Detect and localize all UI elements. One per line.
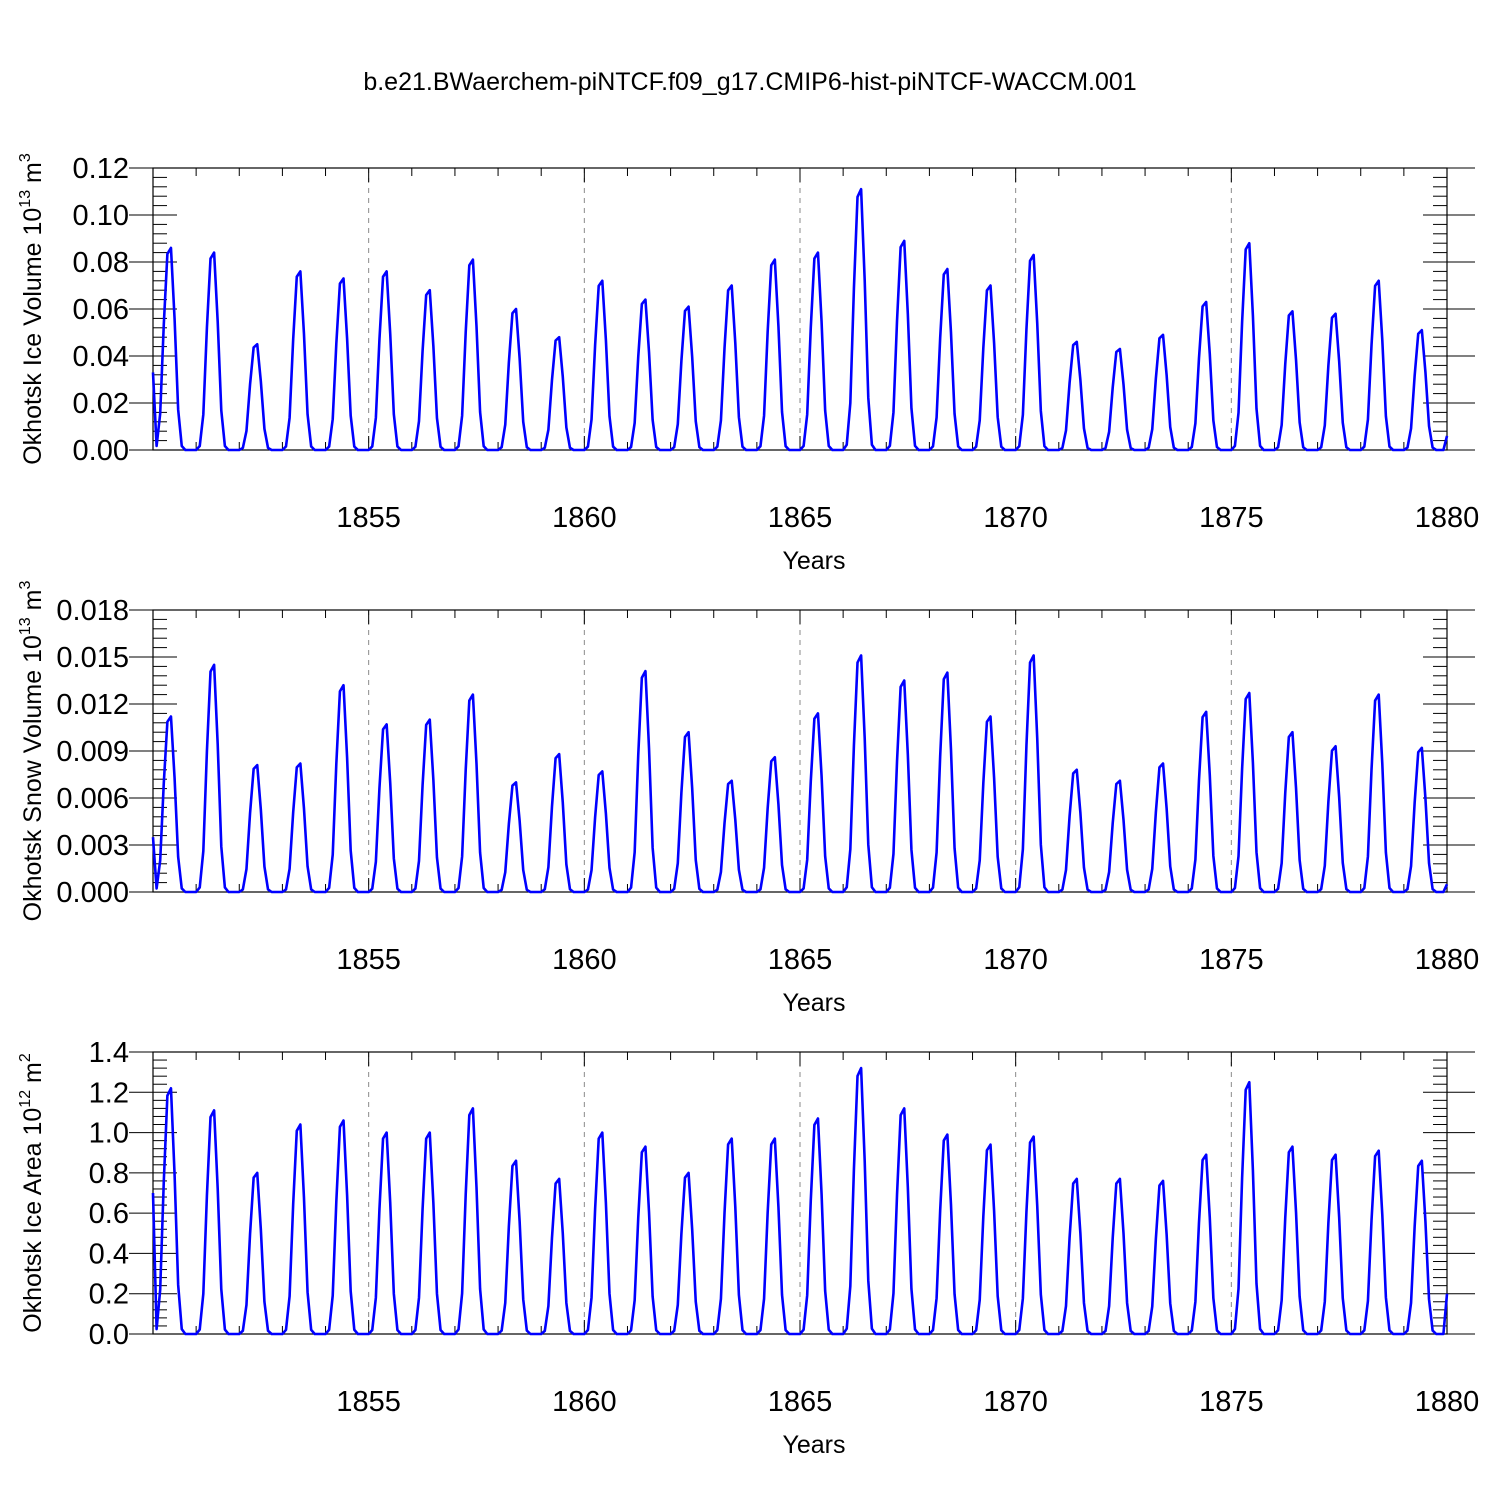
x-tick-label: 1870	[983, 944, 1048, 976]
y-tick-label: 0.018	[56, 595, 129, 627]
series-line-2	[151, 654, 1449, 894]
y-tick-label: 0.6	[89, 1198, 129, 1230]
x-tick-label: 1865	[768, 502, 833, 534]
y-tick-label: 0.006	[56, 783, 129, 815]
y-axis-label-text: Okhotsk Ice Area 10	[19, 1108, 47, 1333]
y-axis-label: Okhotsk Ice Volume 1013 m3	[17, 153, 47, 465]
x-tick-label: 1870	[983, 502, 1048, 534]
y-axis-label-superscript: 13	[17, 190, 34, 208]
y-tick-label: 0.8	[89, 1158, 129, 1190]
panel-2: 0.000 0.003 0.006 0.009 0.012 0.015 0.018 1855 1…	[17, 581, 1479, 1017]
y-axis-label-text: Okhotsk Snow Volume 10	[19, 635, 47, 921]
y-axis-label-superscript: 3	[17, 153, 34, 162]
y-tick-label: 1.4	[89, 1037, 129, 1069]
x-axis-label: Years	[782, 547, 845, 575]
x-tick-label: 1855	[336, 1386, 401, 1418]
y-axis-label: Okhotsk Ice Area 1012 m2	[17, 1053, 47, 1333]
x-tick-label: 1870	[983, 1386, 1048, 1418]
y-tick-label: 0.015	[56, 642, 129, 674]
x-tick-label: 1880	[1415, 1386, 1480, 1418]
y-tick-label: 0.009	[56, 736, 129, 768]
x-tick-label: 1875	[1199, 944, 1264, 976]
y-axis-label-superscript: 12	[17, 1090, 34, 1108]
y-tick-label: 0.12	[73, 153, 129, 185]
y-tick-label: 0.02	[73, 388, 129, 420]
x-tick-label: 1860	[552, 502, 617, 534]
y-tick-label: 1.0	[89, 1118, 129, 1150]
y-axis-label-text: m	[19, 1062, 47, 1090]
y-tick-label: 1.2	[89, 1077, 129, 1109]
y-axis-label: Okhotsk Snow Volume 1013 m3	[17, 581, 47, 922]
panel-3: 0.0 0.2 0.4 0.6 0.8 1.0 1.2 1.4 1855 1860 1865 1870…	[17, 1037, 1479, 1459]
figure-title: b.e21.BWaerchem-piNTCF.f09_g17.CMIP6-his…	[363, 68, 1136, 96]
x-axis-label: Years	[782, 1431, 845, 1459]
y-tick-label: 0.012	[56, 689, 129, 721]
series-line-3	[151, 1066, 1449, 1336]
y-tick-label: 0.00	[73, 435, 129, 467]
y-axis-label-superscript: 3	[17, 581, 34, 590]
y-axis-label-text: m	[19, 590, 47, 618]
y-tick-label: 0.08	[73, 247, 129, 279]
y-tick-label: 0.04	[73, 341, 129, 373]
x-tick-label: 1860	[552, 1386, 617, 1418]
x-tick-label: 1860	[552, 944, 617, 976]
x-tick-label: 1865	[768, 1386, 833, 1418]
panel-1: 0.00 0.02 0.04 0.06 0.08 0.10 0.12 1855 1860 1865…	[17, 153, 1479, 575]
y-tick-label: 0.10	[73, 200, 129, 232]
y-axis-label-text: Okhotsk Ice Volume 10	[19, 208, 47, 465]
x-axis-label: Years	[782, 989, 845, 1017]
x-tick-label: 1855	[336, 502, 401, 534]
x-tick-label: 1880	[1415, 944, 1480, 976]
x-tick-label: 1875	[1199, 502, 1264, 534]
x-tick-label: 1865	[768, 944, 833, 976]
y-tick-label: 0.06	[73, 294, 129, 326]
y-axis-label-text: m	[19, 162, 47, 190]
x-tick-label: 1875	[1199, 1386, 1264, 1418]
x-tick-label: 1855	[336, 944, 401, 976]
y-axis-label-superscript: 2	[17, 1053, 34, 1062]
y-tick-label: 0.0	[89, 1319, 129, 1351]
y-tick-label: 0.4	[89, 1238, 129, 1270]
y-tick-label: 0.000	[56, 877, 129, 909]
x-tick-label: 1880	[1415, 502, 1480, 534]
y-tick-label: 0.003	[56, 830, 129, 862]
y-tick-label: 0.2	[89, 1279, 129, 1311]
series-line-1	[151, 187, 1449, 452]
y-axis-label-superscript: 13	[17, 617, 34, 635]
